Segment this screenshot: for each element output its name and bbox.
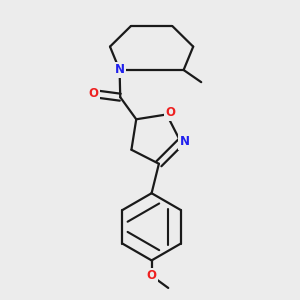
Text: N: N — [180, 135, 190, 148]
Text: N: N — [115, 64, 124, 76]
Text: O: O — [147, 269, 157, 282]
Text: O: O — [165, 106, 175, 119]
Text: O: O — [89, 88, 99, 100]
